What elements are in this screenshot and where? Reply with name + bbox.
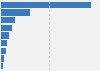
Bar <box>1 55 4 62</box>
Bar <box>1 2 91 8</box>
Bar <box>1 25 12 31</box>
Bar <box>1 63 3 69</box>
Bar <box>1 32 9 39</box>
Bar <box>1 17 15 23</box>
Bar <box>1 48 6 54</box>
Bar <box>1 40 7 46</box>
Bar <box>1 9 30 16</box>
